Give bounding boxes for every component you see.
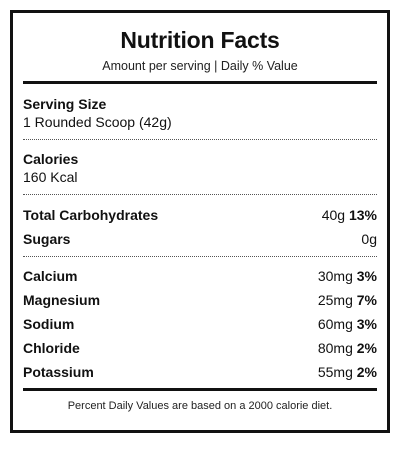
nutrient-daily-value: 7% bbox=[356, 292, 377, 308]
serving-divider bbox=[23, 139, 377, 140]
nutrient-name: Sodium bbox=[23, 316, 75, 332]
nutrient-row-sodium: Sodium 60mg 3% bbox=[23, 316, 377, 336]
nutrient-name: Total Carbohydrates bbox=[23, 207, 159, 223]
nutrient-row-calcium: Calcium 30mg 3% bbox=[23, 268, 377, 288]
panel-subtitle: Amount per serving | Daily % Value bbox=[102, 59, 298, 73]
nutrient-amount: 80mg 2% bbox=[317, 340, 377, 356]
calories-value: 160 Kcal bbox=[23, 169, 78, 185]
nutrient-daily-value: 2% bbox=[356, 364, 377, 380]
nutrient-amount: 30mg 3% bbox=[317, 268, 377, 284]
calories-divider bbox=[23, 194, 377, 195]
nutrient-amount: 55mg 2% bbox=[317, 364, 377, 380]
nutrient-daily-value: 3% bbox=[356, 268, 377, 284]
nutrient-name: Calcium bbox=[23, 268, 78, 284]
panel-title: Nutrition Facts bbox=[120, 27, 280, 53]
nutrient-name: Sugars bbox=[23, 231, 71, 247]
serving-size-label: Serving Size bbox=[23, 96, 107, 112]
daily-value-footnote: Percent Daily Values are based on a 2000… bbox=[67, 400, 333, 412]
nutrient-row-total-carbohydrates: Total Carbohydrates 40g 13% bbox=[23, 207, 377, 227]
nutrition-facts-panel: Nutrition Facts Amount per serving | Dai… bbox=[10, 10, 390, 433]
nutrient-amount: 40g 13% bbox=[321, 207, 377, 223]
calories-label: Calories bbox=[23, 151, 79, 167]
nutrient-amount: 0g bbox=[361, 231, 377, 247]
nutrient-row-sugars: Sugars 0g bbox=[23, 231, 377, 251]
nutrient-name: Potassium bbox=[23, 364, 94, 380]
serving-size-value: 1 Rounded Scoop (42g) bbox=[23, 114, 172, 130]
nutrient-row-magnesium: Magnesium 25mg 7% bbox=[23, 292, 377, 312]
nutrient-daily-value: 2% bbox=[356, 340, 377, 356]
top-divider bbox=[23, 81, 377, 84]
nutrient-daily-value: 13% bbox=[348, 207, 377, 223]
bottom-divider bbox=[23, 388, 377, 391]
nutrient-row-potassium: Potassium 55mg 2% bbox=[23, 364, 377, 384]
nutrient-amount: 25mg 7% bbox=[317, 292, 377, 308]
nutrient-row-chloride: Chloride 80mg 2% bbox=[23, 340, 377, 360]
nutrient-name: Chloride bbox=[23, 340, 80, 356]
nutrient-name: Magnesium bbox=[23, 292, 101, 308]
carbs-divider bbox=[23, 256, 377, 257]
nutrient-daily-value: 3% bbox=[356, 316, 377, 332]
nutrient-amount: 60mg 3% bbox=[317, 316, 377, 332]
